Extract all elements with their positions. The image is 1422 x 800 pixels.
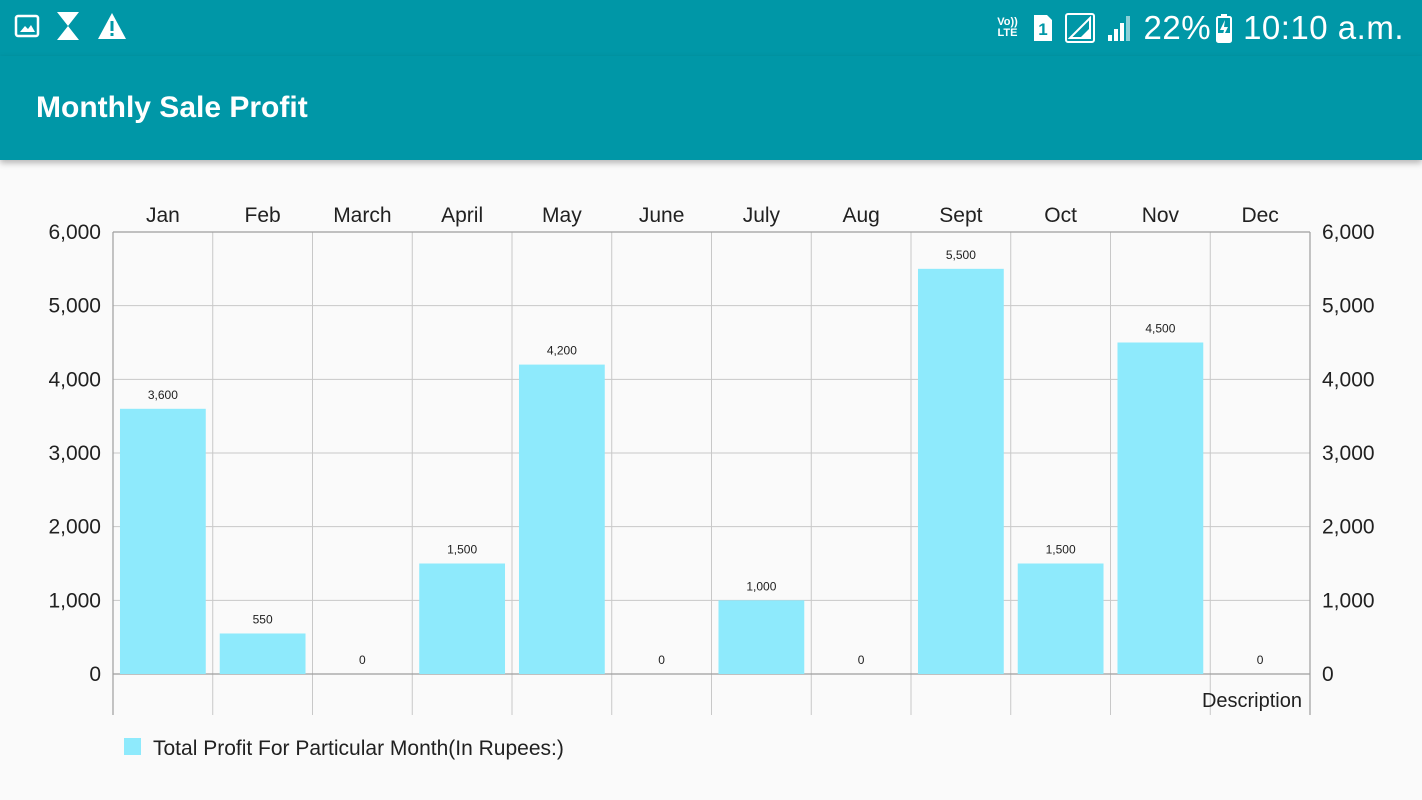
battery-charging-icon [1215, 13, 1233, 43]
bar [120, 409, 206, 674]
y-tick-label-left: 6,000 [48, 221, 101, 244]
y-tick-label-right: 5,000 [1322, 295, 1375, 318]
signal-icon [1106, 13, 1134, 43]
bar-value-label: 0 [658, 653, 665, 667]
bar-value-label: 3,600 [148, 388, 178, 402]
status-bar: Vo)) LTE 1 22% [0, 0, 1422, 56]
bar [519, 365, 605, 674]
x-tick-label: Aug [842, 204, 879, 227]
bar [1117, 343, 1203, 675]
sim-icon: 1 [1032, 13, 1054, 43]
bar-value-label: 5,500 [946, 248, 976, 262]
app-bar: Monthly Sale Profit [0, 56, 1422, 160]
x-tick-label: May [542, 204, 582, 227]
bar-value-label: 0 [359, 653, 366, 667]
y-tick-label-right: 6,000 [1322, 221, 1375, 244]
x-tick-label: Sept [939, 204, 982, 227]
bar-value-label: 4,200 [547, 344, 577, 358]
y-tick-label-left: 0 [89, 663, 101, 686]
bar-value-label: 1,000 [746, 579, 776, 593]
y-tick-label-left: 5,000 [48, 295, 101, 318]
x-tick-label: Nov [1142, 204, 1180, 227]
bar-value-label: 1,500 [447, 543, 477, 557]
bar-value-label: 550 [253, 612, 273, 626]
bar [220, 633, 306, 674]
bar-value-label: 0 [858, 653, 865, 667]
x-tick-label: June [639, 204, 685, 227]
bar-value-label: 1,500 [1046, 543, 1076, 557]
y-tick-label-left: 1,000 [48, 589, 101, 612]
x-tick-label: March [333, 204, 391, 227]
status-right-icons: Vo)) LTE 1 22% [984, 6, 1405, 50]
status-left-icons [14, 10, 142, 42]
y-tick-label-right: 2,000 [1322, 516, 1375, 539]
signal-box-icon [1064, 12, 1096, 44]
battery-percent: 22% [1144, 9, 1212, 47]
legend-swatch [124, 738, 141, 755]
x-tick-label: Feb [245, 204, 281, 227]
y-tick-label-left: 3,000 [48, 442, 101, 465]
x-tick-label: July [743, 204, 781, 227]
hourglass-icon [54, 10, 82, 42]
bar [918, 269, 1004, 674]
y-tick-label-right: 1,000 [1322, 589, 1375, 612]
x-tick-label: Dec [1241, 204, 1278, 227]
bar-value-label: 4,500 [1145, 322, 1175, 336]
bar [718, 600, 804, 674]
y-tick-label-right: 4,000 [1322, 368, 1375, 391]
bar-value-label: 0 [1257, 653, 1264, 667]
y-tick-label-left: 4,000 [48, 368, 101, 391]
bar [419, 564, 505, 675]
page-title: Monthly Sale Profit [36, 56, 308, 160]
y-tick-label-right: 3,000 [1322, 442, 1375, 465]
bar-chart: 0 0 1,000 1,000 2,000 2,000 3,000 3,000 4,000 4,0… [0, 160, 1422, 800]
x-tick-label: April [441, 204, 483, 227]
volte-icon: Vo)) LTE [994, 17, 1022, 39]
x-tick-label: Jan [146, 204, 180, 227]
bar [1018, 564, 1104, 675]
clock: 10:10 a.m. [1243, 9, 1404, 47]
sim-number: 1 [1038, 20, 1047, 39]
y-tick-label-right: 0 [1322, 663, 1334, 686]
image-icon [14, 13, 40, 39]
chart-description: Description [1202, 690, 1302, 712]
legend-label: Total Profit For Particular Month(In Rup… [153, 737, 564, 760]
warning-icon [96, 11, 128, 41]
x-tick-label: Oct [1044, 204, 1077, 227]
y-tick-label-left: 2,000 [48, 516, 101, 539]
